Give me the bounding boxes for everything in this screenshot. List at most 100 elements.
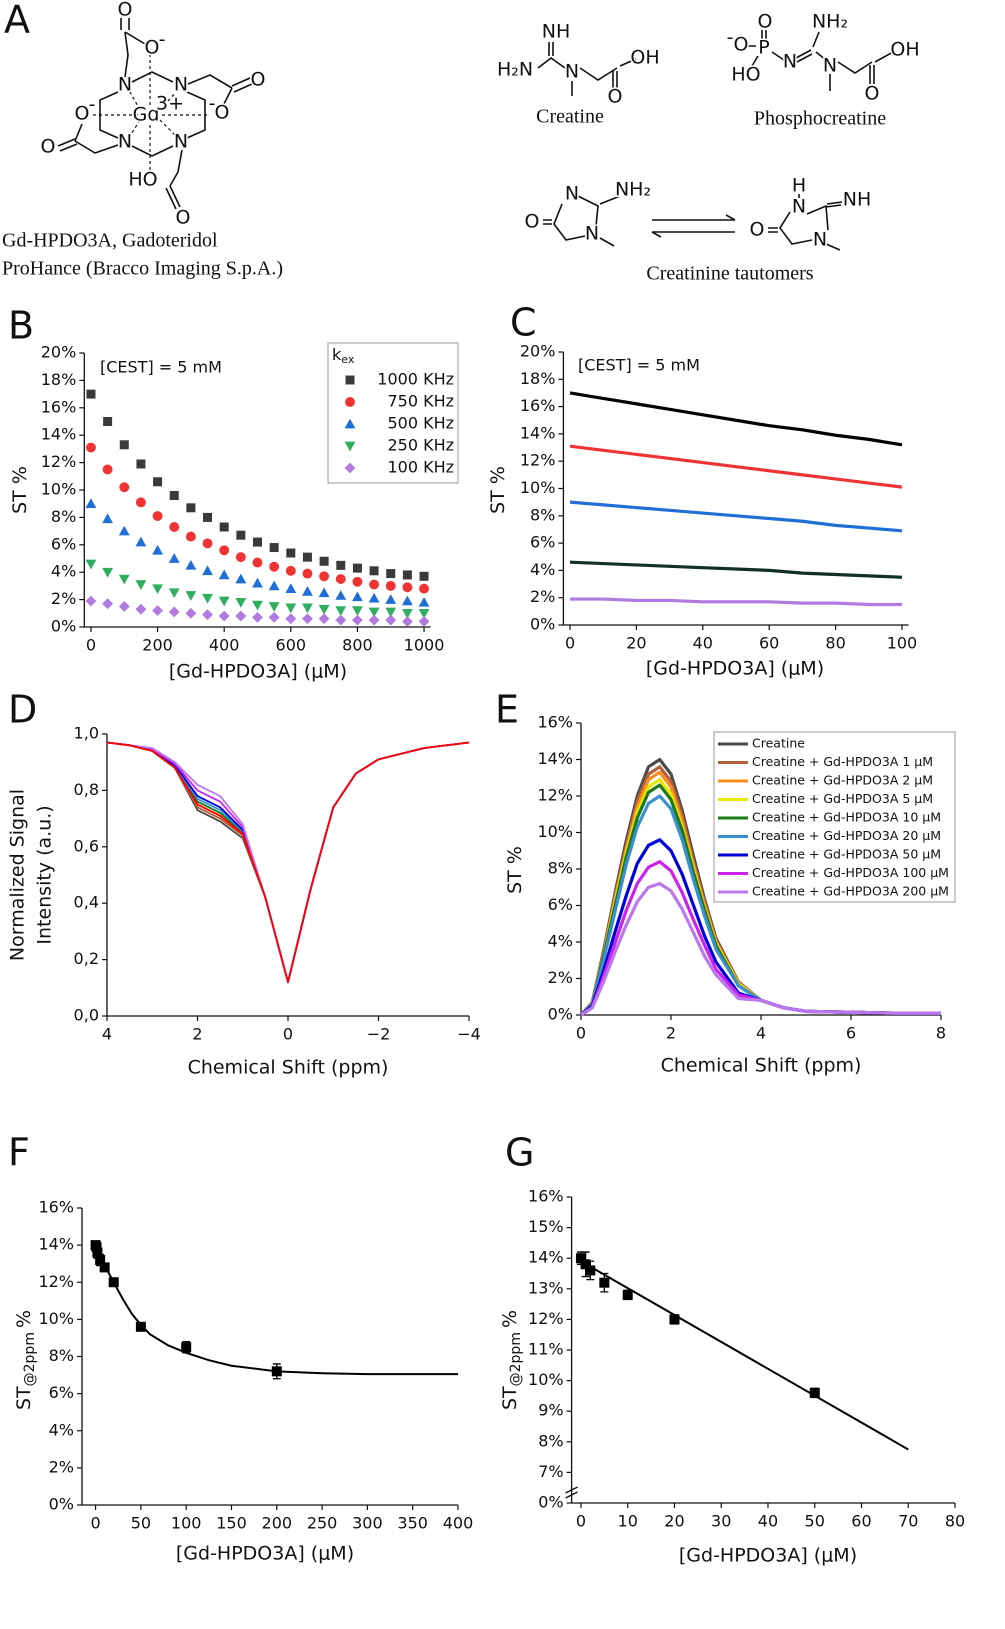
atom-label: 3+ <box>156 93 184 115</box>
marker <box>286 548 296 558</box>
x-tick-label: 0 <box>576 1512 586 1531</box>
marker <box>202 593 213 604</box>
atom-label: P <box>758 37 769 59</box>
line <box>106 741 470 984</box>
marker <box>235 610 247 622</box>
caption: Creatinine tautomers <box>646 263 813 285</box>
y-tick-label: 0% <box>548 1005 573 1024</box>
y-tick-label: 14% <box>41 425 77 444</box>
caption: Phosphocreatine <box>754 108 886 130</box>
marker <box>102 513 114 524</box>
marker <box>135 536 147 547</box>
line <box>106 741 470 984</box>
atom-label: N <box>565 183 579 205</box>
marker <box>152 605 163 616</box>
y-tick-label: 16% <box>528 1187 564 1206</box>
panel-label: E <box>495 688 519 732</box>
y-tick-label: 6% <box>530 533 555 552</box>
line <box>569 560 903 579</box>
y-tick-label: 13% <box>528 1278 564 1297</box>
atom-label: H <box>792 175 806 197</box>
fit-line <box>580 1260 909 1451</box>
legend-title: kex <box>332 345 355 367</box>
legend-title-main: k <box>332 345 342 364</box>
atom-label: O <box>215 102 230 124</box>
x-tick-label: 200 <box>262 1514 293 1533</box>
marker <box>86 389 96 399</box>
y-tick-label: 1,0 <box>74 724 99 743</box>
marker <box>419 583 429 594</box>
y-tick-label: 2% <box>49 1457 74 1476</box>
y-axis-label-suffix: % <box>499 1310 521 1328</box>
marker <box>386 569 396 579</box>
coordination-bonds <box>92 55 210 170</box>
atom-label: NH <box>843 189 872 211</box>
marker <box>352 606 363 616</box>
atom-label: O <box>734 34 749 56</box>
marker <box>319 571 330 582</box>
y-tick-label: 6% <box>51 534 76 553</box>
marker <box>85 559 97 570</box>
marker <box>218 610 230 622</box>
atom-label: N <box>813 229 827 251</box>
y-tick-label: 10% <box>41 480 77 499</box>
marker <box>575 1253 586 1264</box>
marker <box>95 1254 106 1265</box>
legend-box <box>713 731 956 903</box>
marker <box>385 580 396 591</box>
y-tick-label: 16% <box>520 396 556 415</box>
atom-label: HO <box>731 64 760 86</box>
marker <box>369 566 379 576</box>
marker <box>585 1265 596 1276</box>
marker <box>302 585 313 596</box>
line <box>106 741 470 984</box>
y-axis-label-main: ST % <box>504 846 526 894</box>
x-tick-label: 20 <box>664 1512 684 1531</box>
marker <box>252 577 263 588</box>
y-tick-label: 10% <box>520 478 556 497</box>
marker <box>168 588 180 599</box>
legend-label: 250 KHz <box>387 436 454 455</box>
y-tick-label: 0,2 <box>74 949 99 968</box>
marker <box>344 418 356 429</box>
marker <box>285 603 297 614</box>
legend-label: Creatine + Gd-HPDO3A 20 μM <box>752 828 941 843</box>
legend-label: 750 KHz <box>387 392 454 411</box>
x-tick-label: 40 <box>693 634 713 653</box>
y-axis-label-suffix: % <box>13 1310 35 1328</box>
marker <box>335 590 347 600</box>
atom-label: N <box>585 223 599 245</box>
x-tick-label: 300 <box>352 1514 383 1533</box>
y-tick-label: 6% <box>49 1383 74 1402</box>
y-axis-label: Intensity (a.u.) <box>34 805 56 944</box>
x-tick-label: 0 <box>565 634 575 653</box>
y-tick-label: 15% <box>528 1217 564 1236</box>
x-tick-label: 150 <box>216 1514 247 1533</box>
x-tick-label: 80 <box>825 634 845 653</box>
atom-label: N <box>174 74 188 96</box>
marker <box>580 1259 591 1270</box>
equilibrium-arrows <box>651 214 736 238</box>
line <box>570 597 902 607</box>
y-tick-label: 14% <box>38 1235 74 1254</box>
atom-label: H₂N <box>497 59 533 81</box>
marker <box>809 1387 820 1398</box>
y-tick-label: 0,8 <box>74 780 99 799</box>
marker <box>318 613 330 625</box>
marker <box>335 574 346 584</box>
y-tick-label: 8% <box>548 859 573 878</box>
marker <box>302 568 313 579</box>
atom-label: O <box>145 37 160 59</box>
marker <box>118 574 130 585</box>
marker <box>418 608 430 619</box>
marker <box>219 545 230 556</box>
legend-label: Creatine + Gd-HPDO3A 2 μM <box>752 773 933 788</box>
x-tick-label: 400 <box>209 636 240 655</box>
atom-label: NH₂ <box>812 11 848 33</box>
x-tick-label: 40 <box>758 1512 778 1531</box>
line <box>569 391 903 447</box>
x-axis-label: [Gd-HPDO3A] (μM) <box>646 658 824 680</box>
marker <box>103 417 113 426</box>
marker <box>169 522 180 532</box>
